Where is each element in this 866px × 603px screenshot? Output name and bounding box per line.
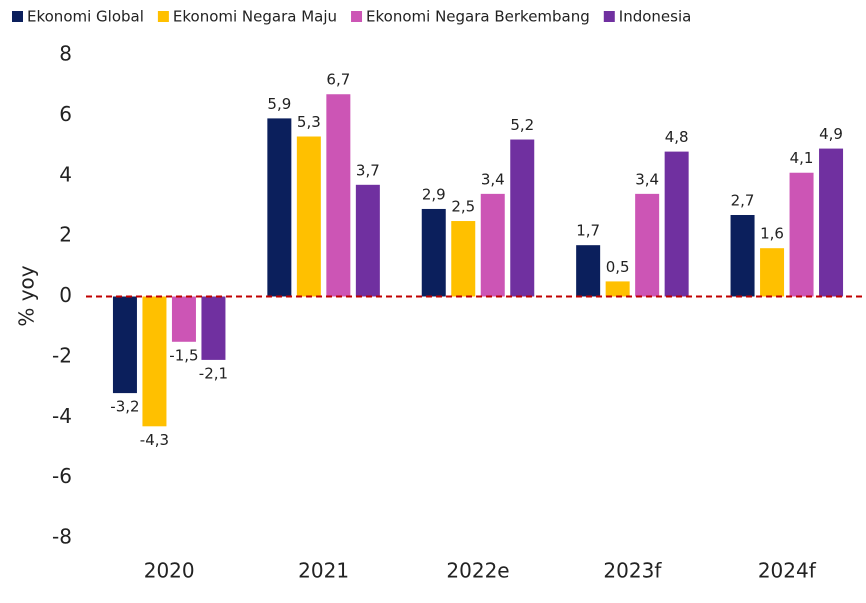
bar bbox=[201, 296, 226, 360]
data-label: 5,3 bbox=[297, 113, 321, 131]
y-tick-label: -6 bbox=[52, 464, 72, 488]
data-label: 4,1 bbox=[790, 149, 814, 167]
bar bbox=[760, 248, 785, 297]
data-label: 6,7 bbox=[326, 71, 350, 89]
bar bbox=[451, 221, 476, 297]
bar bbox=[576, 245, 601, 297]
data-label: 4,9 bbox=[819, 125, 843, 143]
data-label: 2,9 bbox=[422, 185, 446, 203]
legend-swatch bbox=[12, 11, 23, 22]
bar bbox=[171, 296, 196, 342]
data-label: 5,9 bbox=[267, 95, 291, 113]
bar bbox=[480, 193, 505, 297]
data-label: 2,5 bbox=[451, 198, 475, 216]
bar bbox=[635, 193, 660, 297]
y-axis-label: % yoy bbox=[15, 265, 39, 326]
bar bbox=[605, 281, 630, 297]
y-tick-label: 4 bbox=[59, 162, 72, 186]
data-label: 3,4 bbox=[635, 170, 659, 188]
data-label: -3,2 bbox=[110, 398, 139, 416]
bar bbox=[789, 172, 814, 297]
legend-label: Indonesia bbox=[619, 8, 692, 26]
y-tick-label: 0 bbox=[59, 283, 72, 307]
bar bbox=[267, 118, 292, 297]
bar bbox=[819, 148, 844, 297]
data-label: -4,3 bbox=[140, 431, 169, 449]
bar bbox=[326, 94, 351, 297]
bar bbox=[355, 184, 380, 297]
x-tick-label: 2021 bbox=[298, 559, 349, 583]
data-label: 0,5 bbox=[606, 258, 630, 276]
data-label: 1,7 bbox=[576, 222, 600, 240]
legend-swatch bbox=[603, 11, 615, 22]
bar bbox=[421, 208, 446, 297]
x-tick-label: 2023f bbox=[603, 559, 662, 583]
data-label: 4,8 bbox=[665, 128, 689, 146]
data-label: 3,4 bbox=[481, 170, 505, 188]
data-label: -2,1 bbox=[199, 364, 228, 382]
y-tick-label: 6 bbox=[59, 102, 72, 126]
bar bbox=[664, 151, 689, 297]
x-tick-label: 2024f bbox=[758, 559, 817, 583]
data-label: -1,5 bbox=[169, 346, 198, 364]
bar bbox=[730, 214, 755, 297]
data-label: 1,6 bbox=[760, 225, 784, 243]
data-label: 2,7 bbox=[731, 191, 755, 209]
legend-label: Ekonomi Negara Berkembang bbox=[366, 8, 590, 26]
x-tick-label: 2020 bbox=[144, 559, 195, 583]
bar bbox=[510, 139, 535, 297]
y-tick-label: -8 bbox=[52, 525, 72, 549]
x-tick-label: 2022e bbox=[446, 559, 509, 583]
legend-label: Ekonomi Global bbox=[27, 8, 144, 26]
bar bbox=[112, 296, 137, 394]
bar bbox=[142, 296, 167, 427]
y-tick-label: 2 bbox=[59, 223, 72, 247]
legend-label: Ekonomi Negara Maju bbox=[173, 8, 337, 26]
data-label: 3,7 bbox=[356, 161, 380, 179]
y-tick-label: -2 bbox=[52, 343, 72, 367]
legend-swatch bbox=[351, 11, 363, 22]
data-label: 5,2 bbox=[510, 116, 534, 134]
legend-swatch bbox=[157, 11, 169, 22]
bar bbox=[296, 136, 321, 297]
y-tick-label: 8 bbox=[59, 42, 72, 66]
y-tick-label: -4 bbox=[52, 404, 72, 428]
